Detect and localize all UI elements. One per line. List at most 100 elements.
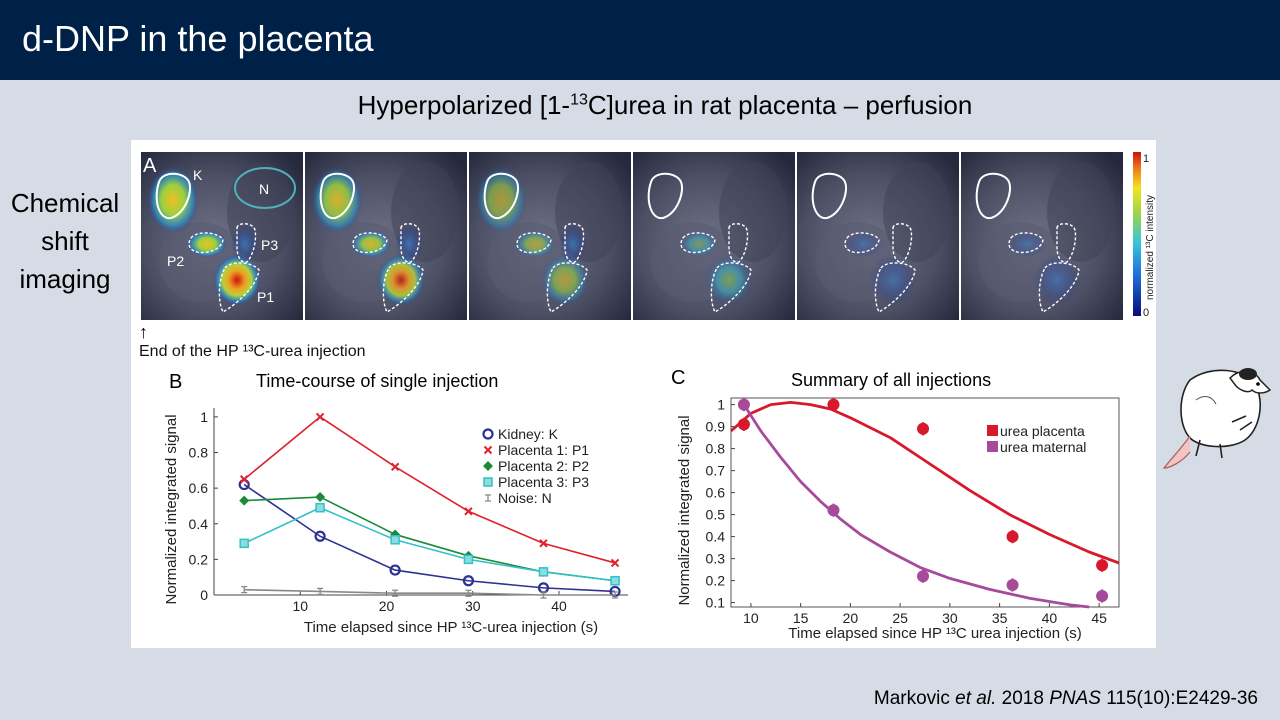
- panel-b-series: [239, 412, 620, 568]
- data-point: [483, 445, 493, 455]
- legend-label: Placenta 3: P3: [498, 474, 589, 490]
- data-point: [465, 589, 472, 597]
- colorbar-min: 0: [1143, 307, 1149, 319]
- data-point: [239, 538, 249, 549]
- panel-b-series: [239, 492, 621, 586]
- roi-label-k: K: [193, 167, 203, 183]
- panel-b-title: Time-course of single injection: [256, 371, 498, 391]
- citation-author: Markovic: [873, 688, 956, 709]
- roi-p1: [710, 262, 752, 313]
- panel-b-legend-item: Placenta 3: P3: [483, 474, 589, 490]
- roi-p1: [218, 262, 260, 313]
- roi-p3: [400, 223, 421, 263]
- p2-signal: [351, 230, 391, 258]
- data-point: [317, 587, 324, 596]
- mr-frame: K N P2 P3 P1: [141, 152, 303, 320]
- panel-c-y-tick-label: 0.7: [706, 463, 726, 479]
- mr-frame: [633, 152, 795, 320]
- panel-b-y-tick-label: 0.4: [189, 516, 209, 532]
- roi-p1: [1038, 262, 1080, 313]
- data-point: [464, 507, 473, 516]
- panel-c-legend-item: urea maternal: [987, 439, 1086, 455]
- data-point: [540, 591, 547, 599]
- panel-c-x-tick-label: 10: [743, 610, 759, 626]
- kidney-signal: [147, 166, 199, 234]
- panel-c-chart: C Summary of all injections 10 15 20 25 30 35 40…: [671, 367, 1120, 642]
- data-point: [538, 567, 549, 577]
- data-point: [315, 502, 325, 513]
- panel-b-letter: B: [169, 371, 182, 393]
- data-point: [483, 461, 493, 471]
- roi-label-p3: P3: [261, 237, 278, 253]
- panel-c-y-tick-label: 0.8: [706, 441, 726, 457]
- roi-label-p1: P1: [257, 289, 274, 305]
- panel-c-x-tick-label: 25: [892, 610, 908, 626]
- mr-frame: [797, 152, 959, 320]
- p2-signal: [515, 230, 555, 258]
- citation-ref: 115(10):E2429-36: [1100, 688, 1258, 709]
- roi-kidney: [483, 172, 519, 220]
- series-line: [243, 415, 616, 564]
- subtitle-post: C]urea in rat placenta – perfusion: [587, 90, 973, 120]
- panel-c-series: [737, 398, 1109, 609]
- panel-b-series: [241, 586, 619, 599]
- roi-kidney: [647, 172, 683, 220]
- data-point: [314, 530, 326, 542]
- roi-p3: [892, 223, 913, 263]
- data-point: [539, 539, 548, 548]
- legend-label: Placenta 1: P1: [498, 442, 589, 458]
- colorbar: [1133, 152, 1141, 316]
- data-point: [917, 422, 930, 435]
- mr-frame: [305, 152, 467, 320]
- panel-b-y-tick-label: 1: [200, 409, 208, 425]
- legend-label: urea placenta: [1000, 423, 1085, 439]
- panel-c-y-tick-label: 0.9: [706, 419, 726, 435]
- panel-b-series: [239, 502, 620, 586]
- data-point: [485, 494, 491, 502]
- roi-p3: [728, 223, 749, 263]
- series-line: [244, 588, 616, 596]
- panel-c-x-tick-label: 45: [1091, 610, 1107, 626]
- panel-b-series: [238, 478, 621, 598]
- roi-p2: [844, 232, 880, 254]
- legend-label: urea maternal: [1000, 439, 1086, 455]
- legend-label: Noise: N: [498, 490, 552, 506]
- panel-a-images: K N P2 P3 P1: [141, 152, 1123, 320]
- mr-frame: [469, 152, 631, 320]
- panel-c-y-tick-label: 0.5: [706, 507, 726, 523]
- panel-b-y-tick-label: 0.2: [189, 551, 209, 567]
- roi-p1: [546, 262, 588, 313]
- colorbar-max: 1: [1143, 153, 1149, 165]
- panel-c-y-tick-label: 0.1: [706, 595, 726, 611]
- kidney-signal: [311, 166, 363, 234]
- data-point: [1096, 559, 1109, 572]
- data-point: [827, 398, 840, 411]
- panel-c-x-tick-label: 40: [1042, 610, 1058, 626]
- roi-kidney: [975, 172, 1011, 220]
- series-line: [244, 496, 616, 582]
- panel-b-x-tick-label: 30: [465, 598, 481, 614]
- colorbar-label: normalized ¹³C intensity: [1145, 195, 1156, 300]
- panel-a-letter: A: [143, 155, 157, 177]
- citation-journal: PNAS: [1049, 688, 1101, 709]
- p2-signal: [1007, 230, 1047, 258]
- panel-c-y-tick-label: 0.2: [706, 573, 726, 589]
- roi-noise: [234, 167, 296, 209]
- series-line: [243, 483, 616, 593]
- panel-c-xlabel: Time elapsed since HP ¹³C urea injection…: [788, 625, 1081, 642]
- roi-kidney: [155, 172, 191, 220]
- roi-p3: [236, 223, 257, 263]
- panel-b-ylabel: Normalized integrated signal: [163, 414, 180, 604]
- tissue-blob: [1047, 162, 1115, 262]
- data-point: [1006, 579, 1019, 591]
- citation-etal: et al.: [955, 688, 997, 709]
- roi-p2: [680, 232, 716, 254]
- data-point: [610, 576, 620, 586]
- panel-c-legend-item: urea placenta: [987, 423, 1085, 439]
- fit-curve: [730, 400, 1120, 565]
- p2-signal: [679, 230, 719, 258]
- p2-signal: [187, 230, 227, 258]
- panel-b-legend-item: Placenta 1: P1: [483, 442, 589, 458]
- roi-p2: [516, 232, 552, 254]
